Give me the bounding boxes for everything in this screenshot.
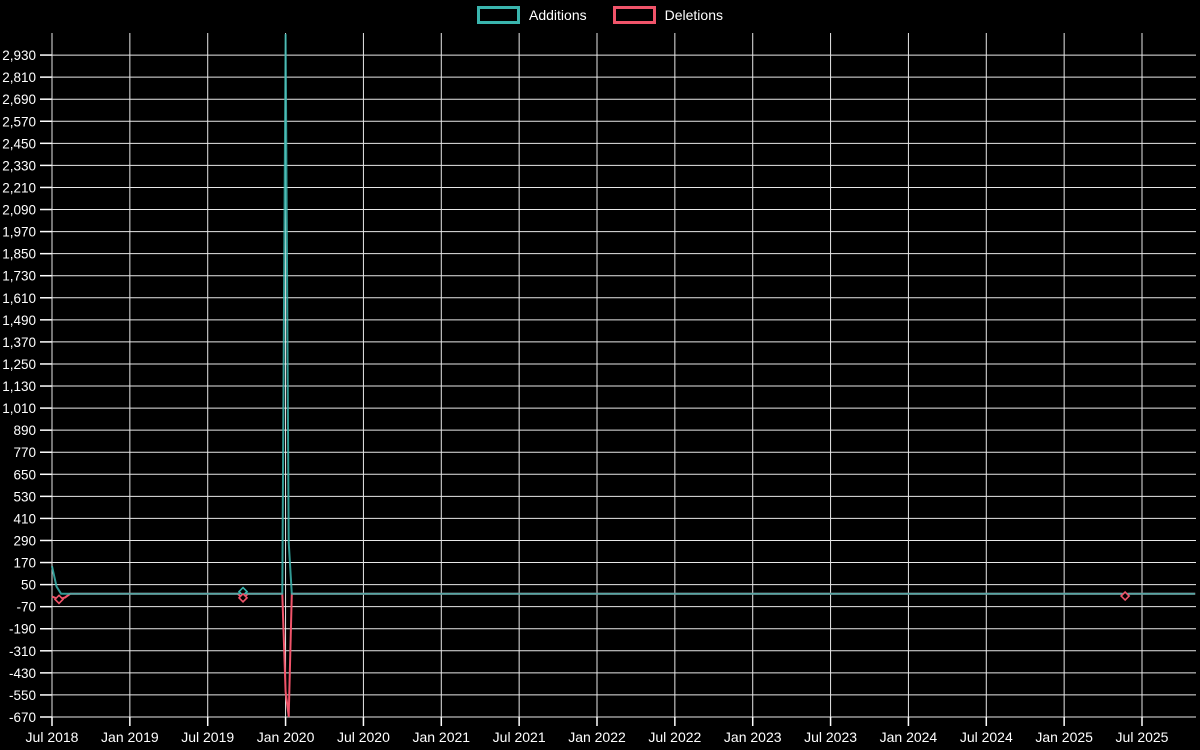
y-tick-label: 1,850 bbox=[2, 247, 36, 262]
y-tick-label: 1,370 bbox=[2, 335, 36, 350]
x-tick-label: Jul 2024 bbox=[960, 729, 1013, 745]
x-tick-label: Jul 2021 bbox=[493, 729, 546, 745]
y-tick-label: 1,730 bbox=[2, 269, 36, 284]
additions-line bbox=[51, 33, 1196, 595]
y-tick-label: 530 bbox=[13, 489, 36, 504]
x-tick-label: Jul 2023 bbox=[804, 729, 857, 745]
x-tick-label: Jul 2018 bbox=[26, 729, 79, 745]
y-tick-label: 50 bbox=[21, 578, 36, 593]
y-tick-label: 1,610 bbox=[2, 291, 36, 306]
x-tick-label: Jan 2024 bbox=[880, 729, 938, 745]
x-tick-label: Jan 2025 bbox=[1035, 729, 1093, 745]
y-tick-label: -670 bbox=[9, 710, 36, 725]
y-tick-label: 1,010 bbox=[2, 401, 36, 416]
y-tick-label: 1,130 bbox=[2, 379, 36, 394]
x-tick-label: Jul 2022 bbox=[648, 729, 701, 745]
legend-item-deletions[interactable]: Deletions bbox=[612, 6, 723, 24]
y-tick-label: 890 bbox=[13, 423, 36, 438]
y-tick-label: 650 bbox=[13, 467, 36, 482]
chart-legend: Additions Deletions bbox=[0, 6, 1200, 24]
x-tick-label: Jan 2019 bbox=[101, 729, 159, 745]
y-tick-label: -190 bbox=[9, 622, 36, 637]
y-tick-label: 290 bbox=[13, 533, 36, 548]
y-tick-label: 2,930 bbox=[2, 48, 36, 63]
deletions-marker-icon bbox=[1119, 590, 1131, 602]
legend-label-additions: Additions bbox=[529, 7, 587, 23]
y-tick-label: -550 bbox=[9, 688, 36, 703]
additions-swatch-icon bbox=[477, 6, 521, 24]
y-tick-label: 2,090 bbox=[2, 203, 36, 218]
legend-label-deletions: Deletions bbox=[664, 7, 723, 23]
y-tick-label: -430 bbox=[9, 666, 36, 681]
x-tick-label: Jul 2020 bbox=[337, 729, 390, 745]
y-tick-label: 2,450 bbox=[2, 136, 36, 151]
x-tick-label: Jan 2021 bbox=[412, 729, 470, 745]
y-tick-label: 2,810 bbox=[2, 70, 36, 85]
y-tick-label: 1,490 bbox=[2, 313, 36, 328]
x-tick-label: Jul 2025 bbox=[1116, 729, 1169, 745]
x-tick-label: Jul 2019 bbox=[181, 729, 234, 745]
y-tick-label: 1,970 bbox=[2, 225, 36, 240]
deletions-line bbox=[51, 592, 1196, 718]
y-tick-label: 2,330 bbox=[2, 158, 36, 173]
x-tick-label: Jan 2020 bbox=[257, 729, 315, 745]
y-tick-label: 410 bbox=[13, 511, 36, 526]
legend-item-additions[interactable]: Additions bbox=[477, 6, 587, 24]
y-tick-label: 1,250 bbox=[2, 357, 36, 372]
x-tick-label: Jan 2023 bbox=[724, 729, 782, 745]
deletions-swatch-icon bbox=[612, 6, 656, 24]
y-tick-label: -70 bbox=[16, 600, 36, 615]
deletions-marker-icon bbox=[237, 592, 249, 603]
y-tick-label: 2,690 bbox=[2, 92, 36, 107]
y-tick-label: 770 bbox=[13, 445, 36, 460]
y-tick-label: -310 bbox=[9, 644, 36, 659]
y-tick-label: 2,210 bbox=[2, 180, 36, 195]
y-tick-label: 170 bbox=[13, 556, 36, 571]
x-tick-label: Jan 2022 bbox=[568, 729, 626, 745]
y-tick-label: 2,570 bbox=[2, 114, 36, 129]
deletions-marker-icon bbox=[53, 594, 65, 605]
